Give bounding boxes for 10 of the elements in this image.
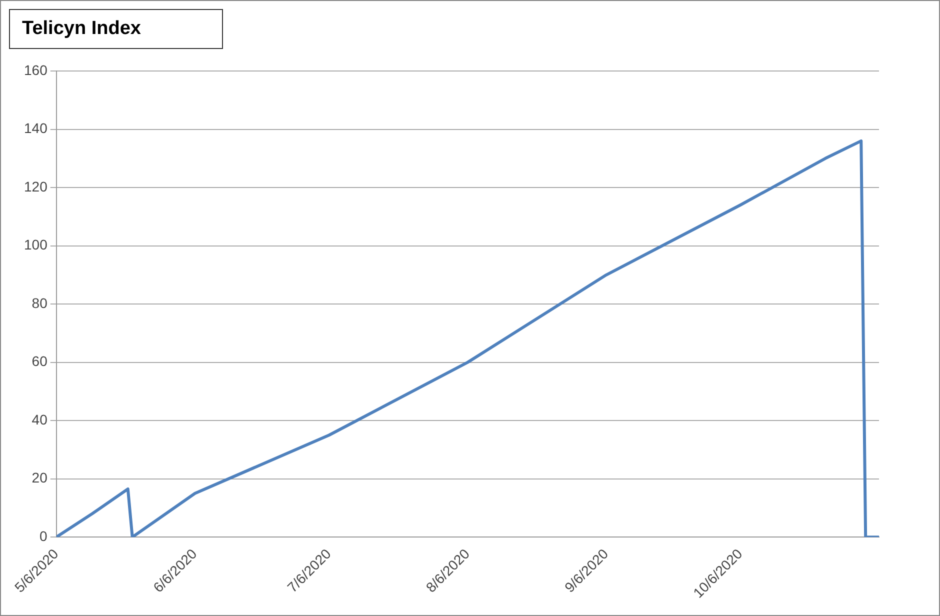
y-tick-label: 20 — [32, 470, 48, 486]
y-tick-label: 160 — [24, 62, 48, 78]
y-tick-label: 60 — [32, 353, 48, 370]
chart-title: Telicyn Index — [9, 9, 223, 49]
y-tick-label: 40 — [32, 411, 48, 428]
y-tick-label: 120 — [24, 178, 48, 194]
y-tick-label: 0 — [40, 528, 48, 544]
y-tick-label: 80 — [32, 294, 48, 311]
y-tick-label: 100 — [24, 236, 48, 253]
y-tick-label: 140 — [24, 120, 48, 136]
